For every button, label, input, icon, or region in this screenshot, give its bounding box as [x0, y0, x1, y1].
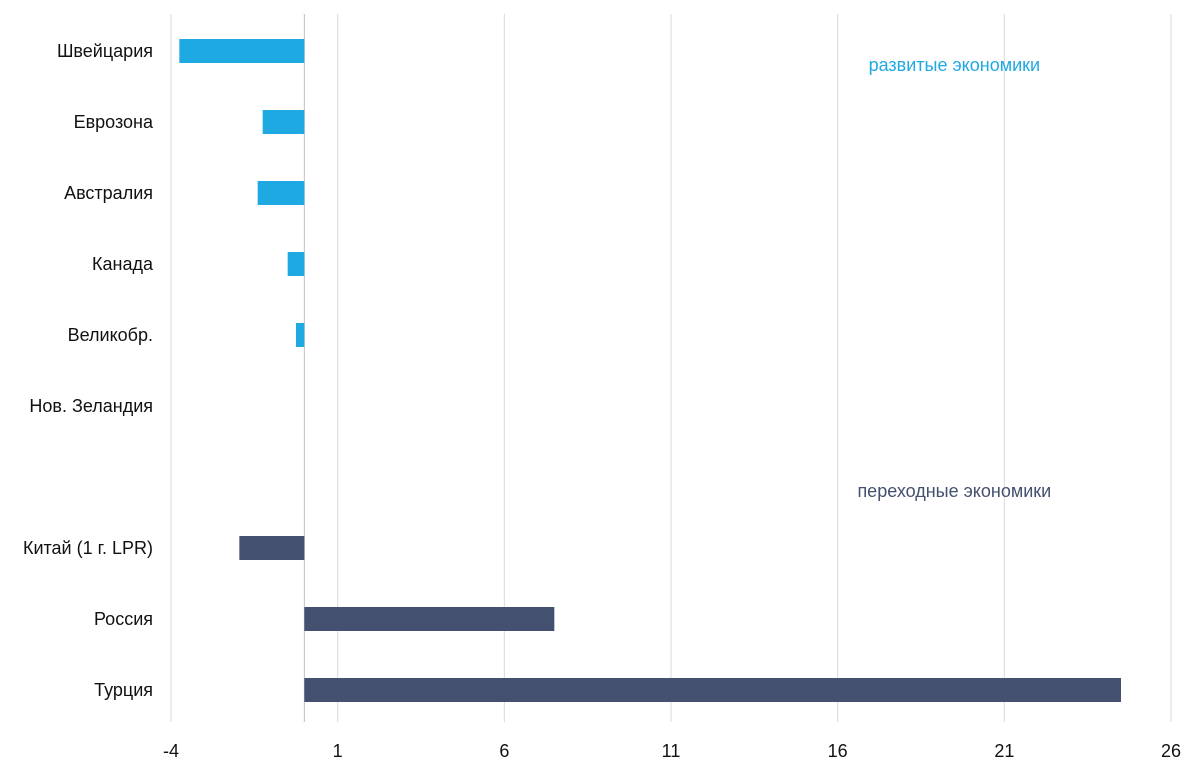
bar-4: [296, 323, 305, 347]
category-label-0: Швейцария: [57, 41, 153, 61]
bars: [179, 39, 1121, 702]
category-label-7: Китай (1 г. LPR): [23, 538, 153, 558]
category-labels: Швейцария Еврозона Австралия Канада Великобр…: [23, 41, 154, 700]
x-tick-label-5: 21: [994, 741, 1014, 761]
category-label-1: Еврозона: [74, 112, 154, 132]
x-tick-label-3: 11: [662, 741, 681, 761]
category-label-8: Россия: [94, 609, 153, 629]
bar-2: [257, 181, 305, 205]
category-label-3: Канада: [92, 254, 154, 274]
category-label-2: Австралия: [64, 183, 153, 203]
x-tick-label-1: 1: [333, 741, 343, 761]
x-tick-label-6: 26: [1161, 741, 1181, 761]
bar-7: [239, 536, 305, 560]
annotations: развитые экономики переходные экономики: [857, 55, 1051, 501]
gridlines: [170, 14, 1172, 722]
bar-1: [262, 110, 305, 134]
category-label-5: Нов. Зеландия: [29, 396, 153, 416]
annotation-transition: переходные экономики: [857, 481, 1051, 501]
category-label-4: Великобр.: [68, 325, 153, 345]
bar-8: [304, 607, 555, 631]
x-tick-label-2: 6: [499, 741, 509, 761]
annotation-developed: развитые экономики: [869, 55, 1040, 75]
x-axis-tick-labels: -4 1 6 11 16 21 26: [163, 741, 1181, 761]
bar-0: [179, 39, 305, 63]
x-tick-label-0: -4: [163, 741, 179, 761]
x-tick-label-4: 16: [828, 741, 848, 761]
bar-9: [304, 678, 1121, 702]
bar-3: [287, 252, 305, 276]
category-label-9: Турция: [94, 680, 153, 700]
